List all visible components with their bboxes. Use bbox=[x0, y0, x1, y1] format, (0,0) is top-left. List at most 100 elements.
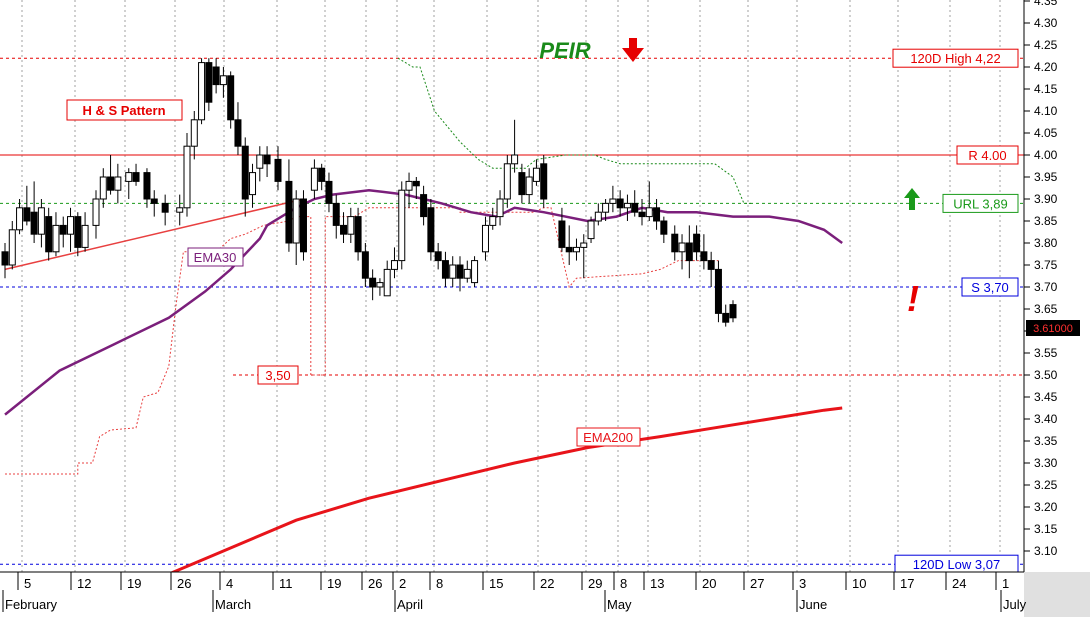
y-tick-label: 4.00 bbox=[1034, 148, 1058, 162]
candle-body bbox=[660, 220, 668, 235]
y-axis: 3.10 3.15 3.20 3.25 3.30 3.35 3.40 3.45 3.50 3.55… bbox=[1024, 0, 1058, 558]
y-tick-label: 3.85 bbox=[1034, 214, 1058, 228]
x-day-label: 5 bbox=[24, 576, 31, 591]
y-tick-label: 4.10 bbox=[1034, 104, 1058, 118]
candle-body bbox=[132, 172, 140, 182]
plot-background bbox=[0, 0, 1024, 572]
ema200-line bbox=[77, 406, 843, 619]
level-label-box bbox=[956, 145, 1019, 165]
candle-body bbox=[212, 66, 220, 86]
candle-body bbox=[463, 268, 471, 279]
y-tick-label: 3.10 bbox=[1034, 544, 1058, 558]
x-day-label: 20 bbox=[702, 576, 716, 591]
x-day-label: 11 bbox=[279, 576, 293, 591]
x-day-label: 13 bbox=[650, 576, 664, 591]
candle-body bbox=[481, 224, 489, 253]
moving-averages: EMA30 EMA200 bbox=[4, 188, 843, 619]
x-day-label: 22 bbox=[540, 576, 554, 591]
candle-body bbox=[81, 224, 89, 248]
candle-body bbox=[693, 233, 701, 253]
y-tick-label: 3.25 bbox=[1034, 478, 1058, 492]
candle-body bbox=[354, 216, 362, 253]
candle-body bbox=[234, 119, 242, 147]
y-tick-label: 3.50 bbox=[1034, 368, 1058, 382]
candle-body bbox=[16, 207, 24, 231]
level-label-box bbox=[942, 193, 1019, 213]
y-tick-label: 4.05 bbox=[1034, 126, 1058, 140]
ema30-label-box: EMA30 bbox=[187, 247, 244, 267]
level-label: URL 3,89 bbox=[953, 196, 1007, 211]
candle-body bbox=[489, 216, 497, 226]
candle-body bbox=[45, 216, 53, 253]
candle-body bbox=[420, 194, 428, 218]
y-tick-label: 3.75 bbox=[1034, 258, 1058, 272]
stop-lines bbox=[5, 57, 752, 475]
candle-body bbox=[707, 260, 715, 270]
candle-body bbox=[685, 242, 693, 262]
candle-body bbox=[285, 180, 293, 244]
exclamation-icon: ! bbox=[907, 278, 919, 319]
x-month-label: May bbox=[607, 597, 632, 612]
candle-body bbox=[616, 198, 624, 209]
pattern-label: H & S Pattern bbox=[82, 103, 165, 118]
candle-body bbox=[361, 251, 369, 279]
ema200-label-box: EMA200 bbox=[576, 427, 641, 447]
y-tick-label: 3.15 bbox=[1034, 522, 1058, 536]
candle-body bbox=[623, 202, 631, 209]
x-day-label: 19 bbox=[327, 576, 341, 591]
level-label-box bbox=[961, 277, 1019, 297]
candle-body bbox=[540, 163, 548, 200]
candle-body bbox=[292, 198, 300, 244]
y-tick-label: 3.65 bbox=[1034, 302, 1058, 316]
candle-body bbox=[340, 224, 348, 235]
candle-body bbox=[161, 202, 169, 213]
candle-body bbox=[67, 216, 75, 235]
candle-body bbox=[390, 260, 398, 270]
x-day-label: 19 bbox=[127, 576, 141, 591]
candle-body bbox=[227, 75, 235, 121]
candle-body bbox=[496, 198, 504, 218]
x-day-label: 24 bbox=[952, 576, 966, 591]
candle-body bbox=[23, 207, 31, 222]
candle-body bbox=[427, 207, 435, 253]
x-day-label: 8 bbox=[620, 576, 627, 591]
level-label: R 4.00 bbox=[968, 148, 1006, 163]
lower-stop-line bbox=[5, 207, 719, 475]
candle-body bbox=[602, 202, 610, 213]
candle-body bbox=[52, 224, 60, 253]
level-label: 3,50 bbox=[265, 368, 290, 383]
candle-body bbox=[99, 176, 107, 200]
candle-body bbox=[525, 176, 533, 196]
candle-body bbox=[332, 202, 340, 226]
candle-body bbox=[471, 260, 479, 284]
up-arrow-icon bbox=[904, 188, 920, 210]
y-tick-label: 3.90 bbox=[1034, 192, 1058, 206]
y-tick-label: 4.25 bbox=[1034, 38, 1058, 52]
y-tick-label: 3.70 bbox=[1034, 280, 1058, 294]
support-trendline bbox=[4, 198, 304, 271]
symbol-label: PEIR bbox=[539, 38, 590, 63]
ema200-label-frame bbox=[576, 427, 641, 447]
y-tick-label: 3.20 bbox=[1034, 500, 1058, 514]
x-day-label: 26 bbox=[368, 576, 382, 591]
x-day-label: 29 bbox=[588, 576, 602, 591]
candle-body bbox=[722, 312, 730, 323]
candle-body bbox=[59, 224, 67, 235]
candle-body bbox=[37, 207, 45, 235]
candle-body bbox=[565, 246, 573, 253]
ema30-line bbox=[4, 188, 843, 416]
candle-body bbox=[347, 216, 355, 235]
corner-block bbox=[1024, 572, 1090, 617]
candle-body bbox=[511, 154, 519, 165]
candle-body bbox=[645, 207, 653, 218]
x-day-label: 27 bbox=[750, 576, 764, 591]
x-month-label: March bbox=[215, 597, 251, 612]
candle-body bbox=[369, 277, 377, 288]
candle-body bbox=[714, 268, 722, 314]
candle-body bbox=[587, 220, 595, 240]
annotations: PEIR ! H & S Pattern bbox=[66, 38, 920, 319]
x-axis: 5 12 19 26 4 11 19 26 2 8 15 22 29 8 13 20 27 3 10 17 24 1 Feb… bbox=[2, 572, 1027, 612]
y-tick-label: 3.30 bbox=[1034, 456, 1058, 470]
candle-body bbox=[219, 75, 227, 86]
